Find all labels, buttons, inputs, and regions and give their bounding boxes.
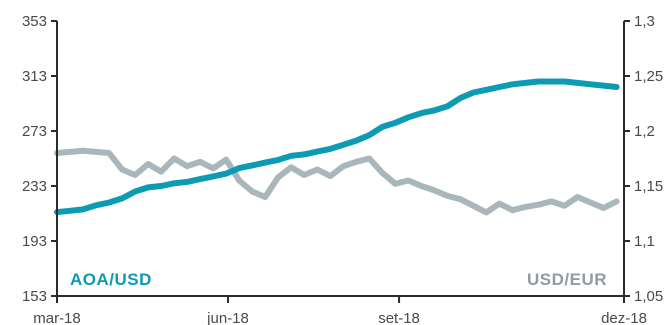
- right-tick-label: 1,05: [634, 288, 663, 305]
- right-tick-label: 1,1: [634, 233, 655, 250]
- left-tick-label: 353: [22, 13, 47, 30]
- series-line-aoa-usd: [54, 78, 620, 216]
- right-tick-label: 1,25: [634, 68, 663, 85]
- axes: [56, 21, 625, 297]
- left-tick-label: 273: [22, 123, 47, 140]
- right-axis-ticks: 1,3 1,25 1,2 1,15 1,1 1,05: [624, 13, 663, 305]
- right-tick-label: 1,15: [634, 178, 663, 195]
- x-tick-label: dez-18: [601, 310, 647, 325]
- series-label-usd-eur: USD/EUR: [527, 270, 607, 289]
- left-axis-ticks: 353 313 273 233 193 153: [22, 13, 57, 305]
- x-tick-label: set-18: [378, 310, 420, 325]
- series-line-usd-eur: [54, 147, 620, 216]
- left-tick-label: 153: [22, 288, 47, 305]
- x-tick-label: mar-18: [33, 310, 81, 325]
- left-tick-label: 233: [22, 178, 47, 195]
- plot-area: [54, 78, 620, 216]
- right-tick-label: 1,3: [634, 13, 655, 30]
- x-tick-label: jun-18: [206, 310, 249, 325]
- right-tick-label: 1,2: [634, 123, 655, 140]
- x-axis-ticks: mar-18 jun-18 set-18 dez-18: [33, 296, 647, 325]
- left-tick-label: 313: [22, 68, 47, 85]
- series-label-aoa-usd: AOA/USD: [70, 270, 152, 289]
- left-tick-label: 193: [22, 233, 47, 250]
